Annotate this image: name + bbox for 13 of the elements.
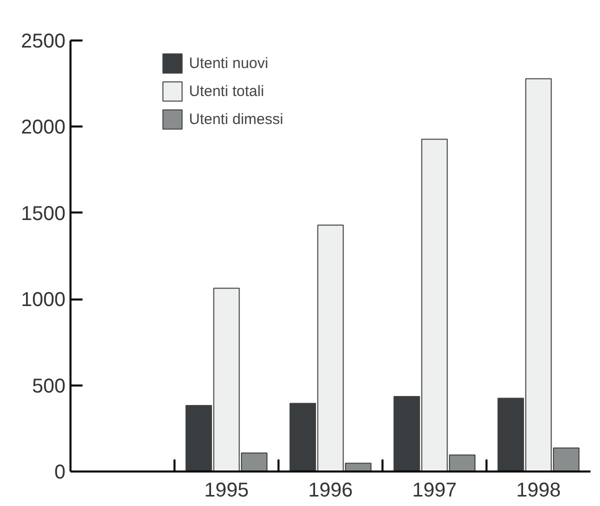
- x-tick-label: 1996: [308, 480, 353, 502]
- y-tick-label: 0: [54, 462, 66, 484]
- y-tick-label: 1500: [21, 202, 66, 225]
- y-tick-label: 2000: [21, 116, 66, 139]
- y-tick-label: 2500: [21, 30, 66, 52]
- y-tick-label: 500: [32, 375, 66, 398]
- legend-label: Utenti dimessi: [189, 110, 284, 128]
- legend-label: Utenti totali: [189, 82, 264, 100]
- y-tick-label: 1000: [21, 289, 66, 312]
- x-tick-label: 1995: [204, 480, 249, 502]
- legend-label: Utenti nuovi: [189, 54, 268, 72]
- x-tick-label: 1998: [516, 480, 561, 502]
- x-tick-label: 1997: [412, 480, 457, 502]
